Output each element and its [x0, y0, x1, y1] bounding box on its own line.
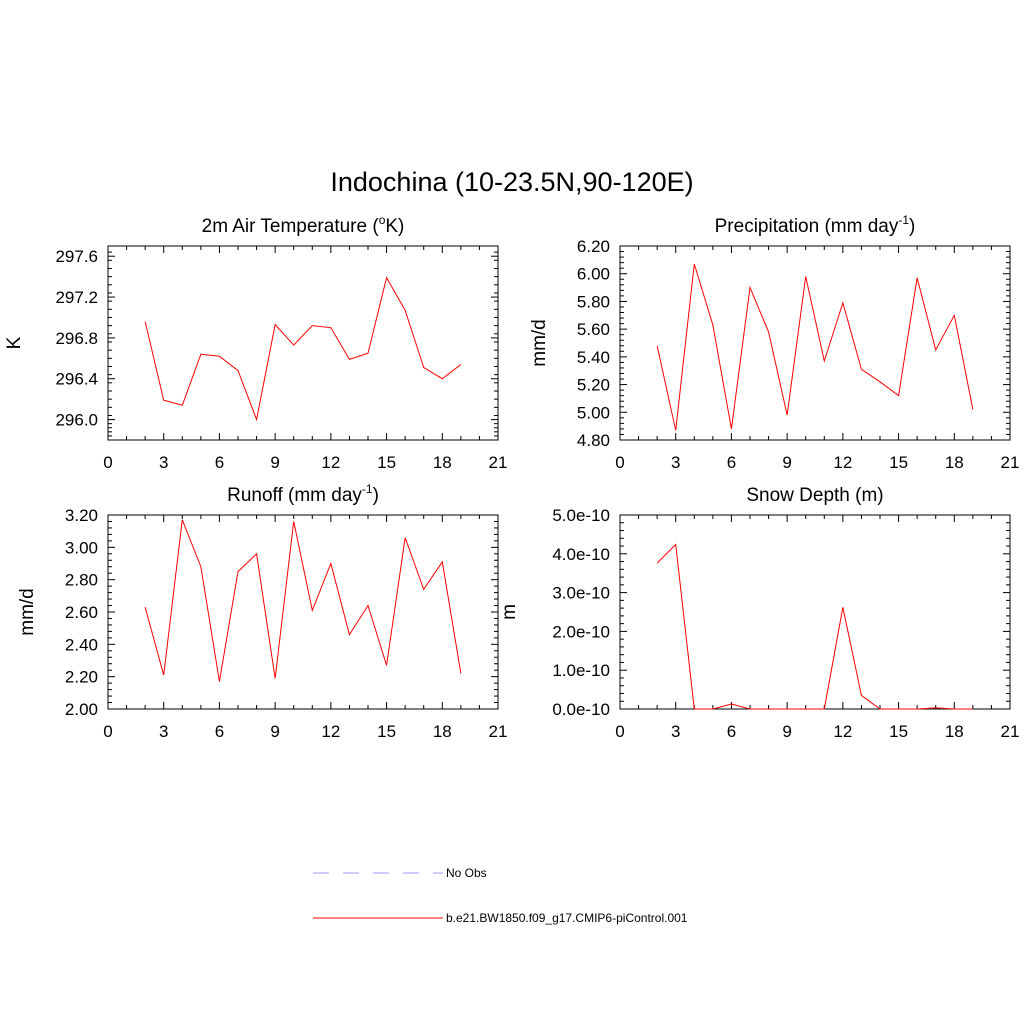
- legend-label: b.e21.BW1850.f09_g17.CMIP6-piControl.001: [446, 911, 688, 925]
- y-tick-label: 2.00: [65, 700, 98, 719]
- x-tick-label: 21: [489, 453, 508, 472]
- panel-title-superscript: o: [379, 213, 386, 227]
- x-tick-label: 18: [433, 722, 452, 741]
- panel-title-text: ): [909, 216, 915, 237]
- y-axis-label: mm/d: [17, 588, 38, 636]
- y-tick-label: 6.20: [577, 237, 610, 256]
- y-tick-label: 4.80: [577, 431, 610, 450]
- x-tick-label: 6: [215, 722, 224, 741]
- x-tick-label: 21: [489, 722, 508, 741]
- x-tick-label: 18: [433, 453, 452, 472]
- y-tick-label: 5.20: [577, 376, 610, 395]
- y-tick-label: 2.0e-10: [552, 622, 610, 641]
- panel-title: Snow Depth (m): [746, 485, 883, 506]
- x-tick-label: 21: [1001, 722, 1020, 741]
- series-line: [656, 543, 973, 710]
- y-axis-label: K: [4, 336, 25, 349]
- x-tick-label: 0: [615, 722, 624, 741]
- panel-title-superscript: -1: [898, 213, 909, 227]
- x-tick-label: 15: [889, 453, 908, 472]
- x-tick-label: 9: [270, 722, 279, 741]
- series-line: [144, 519, 462, 682]
- y-tick-label: 296.4: [55, 370, 98, 389]
- x-tick-label: 3: [159, 722, 168, 741]
- panel-precip: Precipitation (mm day-1) 0 3 6 9 12 15 18 21 4.80…: [529, 213, 1019, 472]
- x-tick-label: 0: [615, 453, 624, 472]
- y-tick-label: 5.00: [577, 403, 610, 422]
- x-tick-label: 9: [782, 453, 791, 472]
- legend-item: b.e21.BW1850.f09_g17.CMIP6-piControl.001: [313, 911, 688, 925]
- series-line: [656, 263, 974, 431]
- y-tick-label: 5.80: [577, 292, 610, 311]
- y-tick-label: 0.0e-10: [552, 700, 610, 719]
- x-tick-label: 12: [321, 453, 340, 472]
- panel-snow: Snow Depth (m) 0 3 6 9 12 15 18 21 0.0e-10 1.0e-10…: [499, 485, 1019, 741]
- x-tick-label: 12: [833, 722, 852, 741]
- y-tick-label: 2.20: [65, 668, 98, 687]
- y-tick-label: 4.0e-10: [552, 545, 610, 564]
- x-tick-label: 6: [727, 453, 736, 472]
- x-tick-label: 3: [671, 453, 680, 472]
- x-tick-label: 15: [889, 722, 908, 741]
- plot-frame: [619, 245, 1011, 441]
- y-tick-label: 5.60: [577, 320, 610, 339]
- y-tick-label: 297.2: [55, 288, 98, 307]
- y-tick-label: 6.00: [577, 265, 610, 284]
- panel-title: Precipitation (mm day-1): [715, 213, 916, 237]
- y-tick-label: 297.6: [55, 247, 98, 266]
- y-axis-label: mm/d: [529, 319, 550, 367]
- y-tick-label: 2.80: [65, 571, 98, 590]
- panel-runoff: Runoff (mm day-1) 0 3 6 9 12 15 18 21 2.00 2.20 2.4…: [17, 482, 507, 741]
- panel-title-text: 2m Air Temperature (: [202, 216, 380, 237]
- y-tick-label: 296.8: [55, 329, 98, 348]
- plot-frame: [107, 245, 499, 441]
- x-tick-label: 9: [270, 453, 279, 472]
- y-tick-label: 3.0e-10: [552, 584, 610, 603]
- y-tick-label: 3.20: [65, 506, 98, 525]
- legend-item: No Obs: [313, 866, 487, 880]
- panel-temp: 2m Air Temperature (oK) 0 3 6 9 12 15 18 21 296.0…: [4, 213, 507, 472]
- x-tick-label: 9: [782, 722, 791, 741]
- x-tick-label: 12: [321, 722, 340, 741]
- x-tick-label: 12: [833, 453, 852, 472]
- series-line: [144, 276, 462, 422]
- x-tick-label: 3: [671, 722, 680, 741]
- x-tick-label: 15: [377, 722, 396, 741]
- legend: No Obs b.e21.BW1850.f09_g17.CMIP6-piContr…: [313, 866, 688, 925]
- legend-label: No Obs: [446, 866, 487, 880]
- panel-title-text: ): [373, 485, 379, 506]
- x-tick-label: 18: [945, 722, 964, 741]
- y-tick-label: 2.40: [65, 635, 98, 654]
- x-tick-label: 6: [727, 722, 736, 741]
- x-tick-label: 18: [945, 453, 964, 472]
- y-tick-label: 296.0: [55, 411, 98, 430]
- x-tick-label: 15: [377, 453, 396, 472]
- x-tick-label: 0: [103, 722, 112, 741]
- panel-title-text: Precipitation (mm day: [715, 216, 899, 237]
- panel-title-text: Runoff (mm day: [227, 485, 362, 506]
- y-tick-label: 3.00: [65, 538, 98, 557]
- panels-group: 2m Air Temperature (oK)0 3 6 9 12 15 18 21296.0…: [4, 213, 1019, 741]
- figure-title: Indochina (10-23.5N,90-120E): [330, 167, 693, 197]
- y-tick-label: 2.60: [65, 603, 98, 622]
- x-tick-label: 0: [103, 453, 112, 472]
- y-tick-label: 1.0e-10: [552, 661, 610, 680]
- panel-title-superscript: -1: [362, 482, 373, 496]
- panel-title: Runoff (mm day-1): [227, 482, 379, 506]
- panel-title: 2m Air Temperature (oK): [202, 213, 405, 237]
- x-tick-label: 6: [215, 453, 224, 472]
- y-tick-label: 5.40: [577, 348, 610, 367]
- panel-title-text: K): [385, 216, 404, 237]
- y-tick-label: 5.0e-10: [552, 506, 610, 525]
- x-tick-label: 21: [1001, 453, 1020, 472]
- x-tick-label: 3: [159, 453, 168, 472]
- y-axis-label: m: [499, 604, 520, 620]
